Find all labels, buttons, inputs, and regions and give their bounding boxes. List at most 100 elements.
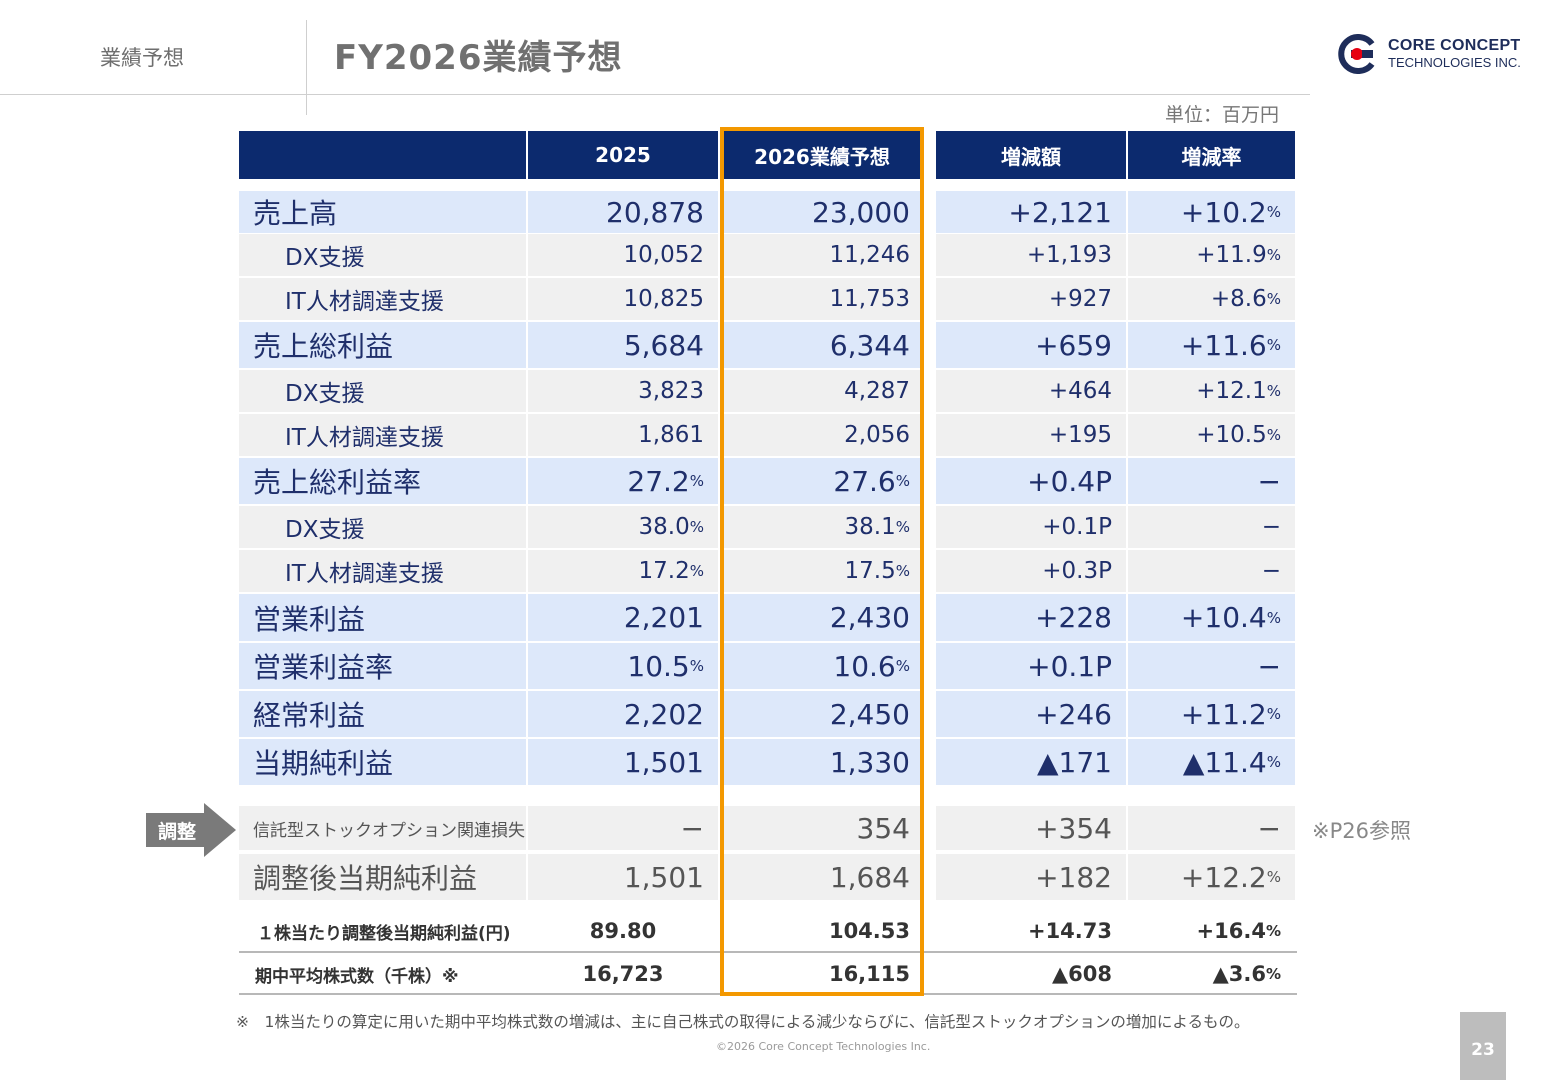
adjustment-row-label: 調整後当期純利益 — [239, 854, 526, 900]
adjustment-cell-difference-text: +354 — [1035, 811, 1112, 845]
row-label: IT人材調達支援 — [239, 278, 526, 320]
cell-difference: +246 — [936, 691, 1126, 737]
company-logo: CORE CONCEPT TECHNOLOGIES INC. — [1338, 34, 1548, 76]
header-cell-rate: 増減率 — [1128, 131, 1295, 179]
header-cell-2025: 2025 — [528, 131, 718, 179]
row-label-text: 売上総利益 — [253, 330, 394, 363]
adjustment-cell-2026-forecast-text: 354 — [856, 811, 910, 845]
pct-unit: % — [689, 562, 704, 580]
cell-rate-text: − — [1257, 464, 1281, 498]
adjustment-row-label: 信託型ストックオプション関連損失 — [239, 806, 526, 850]
cell-2026-forecast-text: 23,000 — [812, 195, 910, 229]
cell-2026-forecast: 10.6% — [720, 643, 924, 689]
adjustment-cell-difference: +182 — [936, 854, 1126, 900]
cell-2025-text: 3,823 — [638, 378, 704, 404]
per-share-cell-2026-forecast-text: 104.53 — [828, 919, 910, 943]
cell-rate: +8.6% — [1128, 278, 1295, 320]
cell-2026-forecast-text: 17.5 — [844, 558, 896, 584]
cell-2026-forecast: 27.6% — [720, 458, 924, 504]
per-share-cell-difference-text: ▲608 — [1052, 962, 1112, 986]
logo-text-line1: CORE CONCEPT — [1388, 37, 1521, 54]
pct-unit: % — [689, 657, 704, 675]
cell-2026-forecast: 4,287 — [720, 370, 924, 412]
cell-rate: − — [1128, 643, 1295, 689]
cell-difference: ▲171 — [936, 739, 1126, 785]
unit-label: 単位：百万円 — [1165, 104, 1280, 126]
per-share-cell-difference-text: +14.73 — [1027, 919, 1112, 943]
page-number: 23 — [1460, 1012, 1506, 1080]
reference-note: ※P26参照 — [1312, 819, 1411, 843]
row-label-text: 営業利益率 — [253, 651, 394, 684]
cell-difference-text: +246 — [1035, 697, 1112, 731]
adjustment-cell-rate: +12.2% — [1128, 854, 1295, 900]
logo-text-line2: TECHNOLOGIES INC. — [1388, 55, 1521, 70]
cell-2025-text: 2,201 — [623, 601, 704, 634]
adjustment-arrow-icon — [146, 803, 236, 857]
cell-rate-text: − — [1261, 514, 1281, 540]
per-share-row-label: 期中平均株式数（千株）※ — [239, 955, 526, 993]
cell-2025-text: 17.2 — [638, 558, 690, 584]
cell-rate: − — [1128, 506, 1295, 548]
adjustment-arrow-label: 調整 — [158, 821, 197, 843]
row-label-text: 経常利益 — [253, 699, 366, 732]
cell-2025: 10.5% — [528, 643, 718, 689]
cell-difference: +195 — [936, 414, 1126, 456]
cell-difference: +0.3P — [936, 550, 1126, 592]
adjustment-cell-2025-text: 1,501 — [623, 860, 704, 894]
pct-unit: % — [1266, 382, 1281, 400]
cell-2025: 1,501 — [528, 739, 718, 785]
row-label-text: 当期純利益 — [253, 747, 394, 780]
pct-unit: % — [895, 657, 910, 675]
cell-2026-forecast-text: 2,056 — [844, 422, 910, 448]
adjustment-cell-2025: − — [528, 806, 718, 850]
cell-2025-text: 10.5 — [627, 649, 690, 683]
per-share-cell-2026-forecast: 16,115 — [720, 955, 924, 993]
cell-rate-text: +10.4 — [1180, 601, 1267, 634]
row-label-text: 売上総利益率 — [253, 466, 422, 499]
cell-2026-forecast-text: 11,753 — [829, 286, 910, 312]
cell-2026-forecast: 38.1% — [720, 506, 924, 548]
per-share-cell-2025: 16,723 — [528, 955, 718, 993]
cell-2026-forecast-text: 38.1 — [844, 514, 896, 540]
cell-2026-forecast: 2,056 — [720, 414, 924, 456]
cell-difference-text: +228 — [1035, 601, 1112, 634]
cell-2026-forecast: 1,330 — [720, 739, 924, 785]
pct-unit: % — [1266, 246, 1281, 264]
cell-2025: 1,861 — [528, 414, 718, 456]
cell-2025: 17.2% — [528, 550, 718, 592]
cell-2025-text: 5,684 — [623, 328, 704, 362]
pct-unit: % — [895, 562, 910, 580]
adjustment-row-label-text: 信託型ストックオプション関連損失 — [253, 820, 525, 841]
row-label: 経常利益 — [239, 691, 526, 737]
per-share-cell-rate: +16.4% — [1128, 911, 1295, 951]
cell-2025: 27.2% — [528, 458, 718, 504]
pct-unit: % — [895, 472, 910, 490]
cell-2026-forecast-text: 27.6 — [833, 464, 896, 498]
cell-2025: 2,201 — [528, 594, 718, 641]
section-label: 業績予想 — [100, 46, 184, 70]
per-share-cell-2025: 89.80 — [528, 911, 718, 951]
row-label-text: IT人材調達支援 — [285, 289, 444, 315]
cell-difference-text: +464 — [1048, 378, 1112, 404]
adjustment-cell-2025: 1,501 — [528, 854, 718, 900]
adjustment-cell-difference-text: +182 — [1035, 860, 1112, 894]
cell-rate: +10.2% — [1128, 191, 1295, 233]
row-label: 営業利益 — [239, 594, 526, 641]
cell-difference: +0.1P — [936, 506, 1126, 548]
cell-rate: +11.2% — [1128, 691, 1295, 737]
per-share-cell-rate-text: ▲3.6 — [1212, 962, 1266, 986]
cell-difference: +0.1P — [936, 643, 1126, 689]
pct-unit: % — [1266, 868, 1281, 886]
cell-rate: +10.5% — [1128, 414, 1295, 456]
cell-2025: 5,684 — [528, 322, 718, 368]
cell-difference: +464 — [936, 370, 1126, 412]
pct-unit: % — [1266, 705, 1281, 723]
cell-difference: +0.4P — [936, 458, 1126, 504]
cell-difference-text: +2,121 — [1008, 195, 1112, 229]
cell-rate-text: +11.9 — [1196, 242, 1267, 268]
cell-difference: +228 — [936, 594, 1126, 641]
cell-2025-text: 27.2 — [627, 464, 690, 498]
cell-2026-forecast-text: 10.6 — [833, 649, 896, 683]
header-divider-vertical — [306, 20, 307, 115]
cell-difference: +659 — [936, 322, 1126, 368]
